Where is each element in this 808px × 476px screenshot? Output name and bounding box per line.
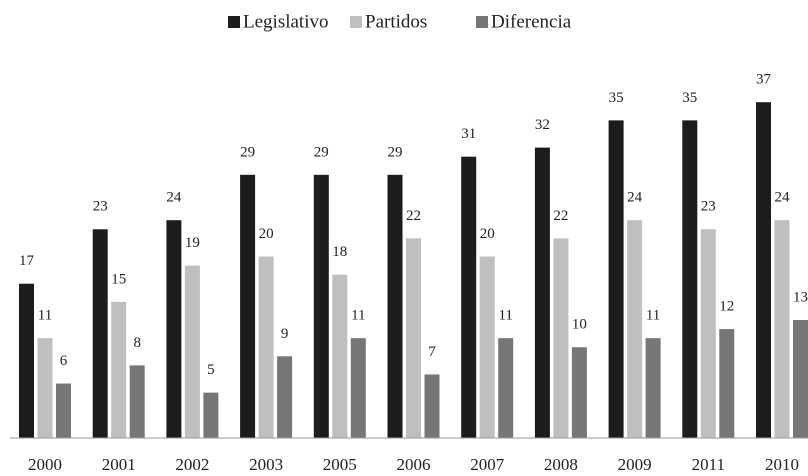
value-label: 19 [185,235,200,251]
value-label: 11 [498,308,512,324]
legend-label: Diferencia [491,11,572,32]
legend-label: Partidos [365,11,427,32]
value-label: 6 [60,353,68,369]
bar [258,256,274,438]
bar [608,120,624,438]
value-label: 35 [682,90,697,106]
bar [479,256,495,438]
bar [166,220,182,438]
bar [553,238,569,438]
bar [682,120,698,438]
bar [277,356,293,438]
value-label: 20 [480,226,495,242]
bar [332,274,348,438]
bar [498,338,514,438]
bar [461,156,477,439]
bar [240,174,256,438]
bar [774,220,790,438]
value-label: 11 [351,308,365,324]
bar [645,338,661,438]
legend-swatch [476,16,488,28]
value-label: 12 [719,299,734,315]
bar [424,374,440,438]
bar [350,338,366,438]
value-label: 37 [756,72,772,88]
x-tick-label: 2001 [102,455,136,474]
value-label: 5 [207,362,215,378]
value-label: 15 [111,271,126,287]
value-label: 8 [133,335,141,351]
value-label: 10 [572,317,587,333]
bar [571,347,587,438]
bar [719,329,735,438]
x-tick-label: 2000 [28,455,62,474]
value-label: 13 [793,289,808,305]
x-tick-label: 2006 [397,455,431,474]
value-label: 31 [461,126,476,142]
bar [111,301,127,438]
x-tick-label: 2008 [544,455,578,474]
value-label: 29 [314,144,329,160]
bar [92,229,108,438]
x-tick-label: 2010 [765,455,799,474]
bar [56,383,71,438]
value-label: 11 [38,308,52,324]
value-label: 9 [281,326,289,342]
value-label: 29 [240,144,255,160]
bar [534,147,550,438]
legend-label: Legislativo [243,11,328,32]
bar [627,220,643,438]
legend-swatch [350,16,362,28]
value-label: 11 [646,308,660,324]
value-label: 22 [553,208,568,224]
bar [37,338,53,438]
value-label: 20 [259,226,274,242]
value-label: 7 [428,344,436,360]
bar [19,283,34,438]
bar [387,174,403,438]
bar [700,229,716,438]
value-label: 24 [627,190,643,206]
value-label: 23 [701,199,716,215]
value-label: 29 [388,144,403,160]
bar [129,365,145,438]
x-tick-label: 2011 [692,455,725,474]
x-tick-label: 2005 [323,455,357,474]
x-tick-label: 2009 [618,455,652,474]
value-label: 18 [332,244,347,260]
value-label: 17 [19,253,35,269]
value-label: 35 [609,90,624,106]
bar [203,392,219,438]
bar [184,265,200,438]
value-label: 22 [406,208,421,224]
value-label: 32 [535,117,550,133]
bar [756,102,771,438]
x-tick-label: 2003 [249,455,283,474]
value-label: 24 [166,190,182,206]
legend-swatch [228,16,240,28]
bar [793,320,808,438]
value-label: 23 [93,199,108,215]
bar [406,238,421,438]
x-tick-label: 2007 [470,455,505,474]
x-tick-label: 2002 [175,455,209,474]
bar [313,174,329,438]
value-label: 24 [775,190,791,206]
